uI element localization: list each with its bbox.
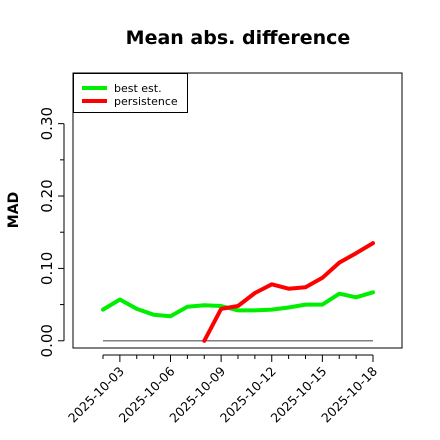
legend-label-best-est: best est. — [114, 82, 162, 95]
y-axis: 0.00 0.10 0.20 0.30 — [38, 107, 65, 357]
y-tick-label: 0.30 — [38, 107, 56, 140]
y-tick-label: 0.20 — [38, 179, 56, 212]
series-layer — [101, 241, 375, 343]
plot-frame — [72, 72, 403, 349]
series-line-persistence — [202, 241, 375, 343]
y-tick-label: 0.10 — [38, 252, 56, 285]
y-axis-label: MAD — [6, 192, 22, 228]
legend-label-persistence: persistence — [114, 95, 178, 108]
series-line-best-est — [101, 290, 375, 319]
legend-box — [73, 73, 188, 113]
chart-title: Mean abs. difference — [126, 27, 351, 49]
legend: best est.persistence — [73, 73, 188, 113]
x-axis: 2025-10-032025-10-062025-10-092025-10-12… — [65, 354, 380, 425]
y-tick-label: 0.00 — [38, 324, 56, 357]
